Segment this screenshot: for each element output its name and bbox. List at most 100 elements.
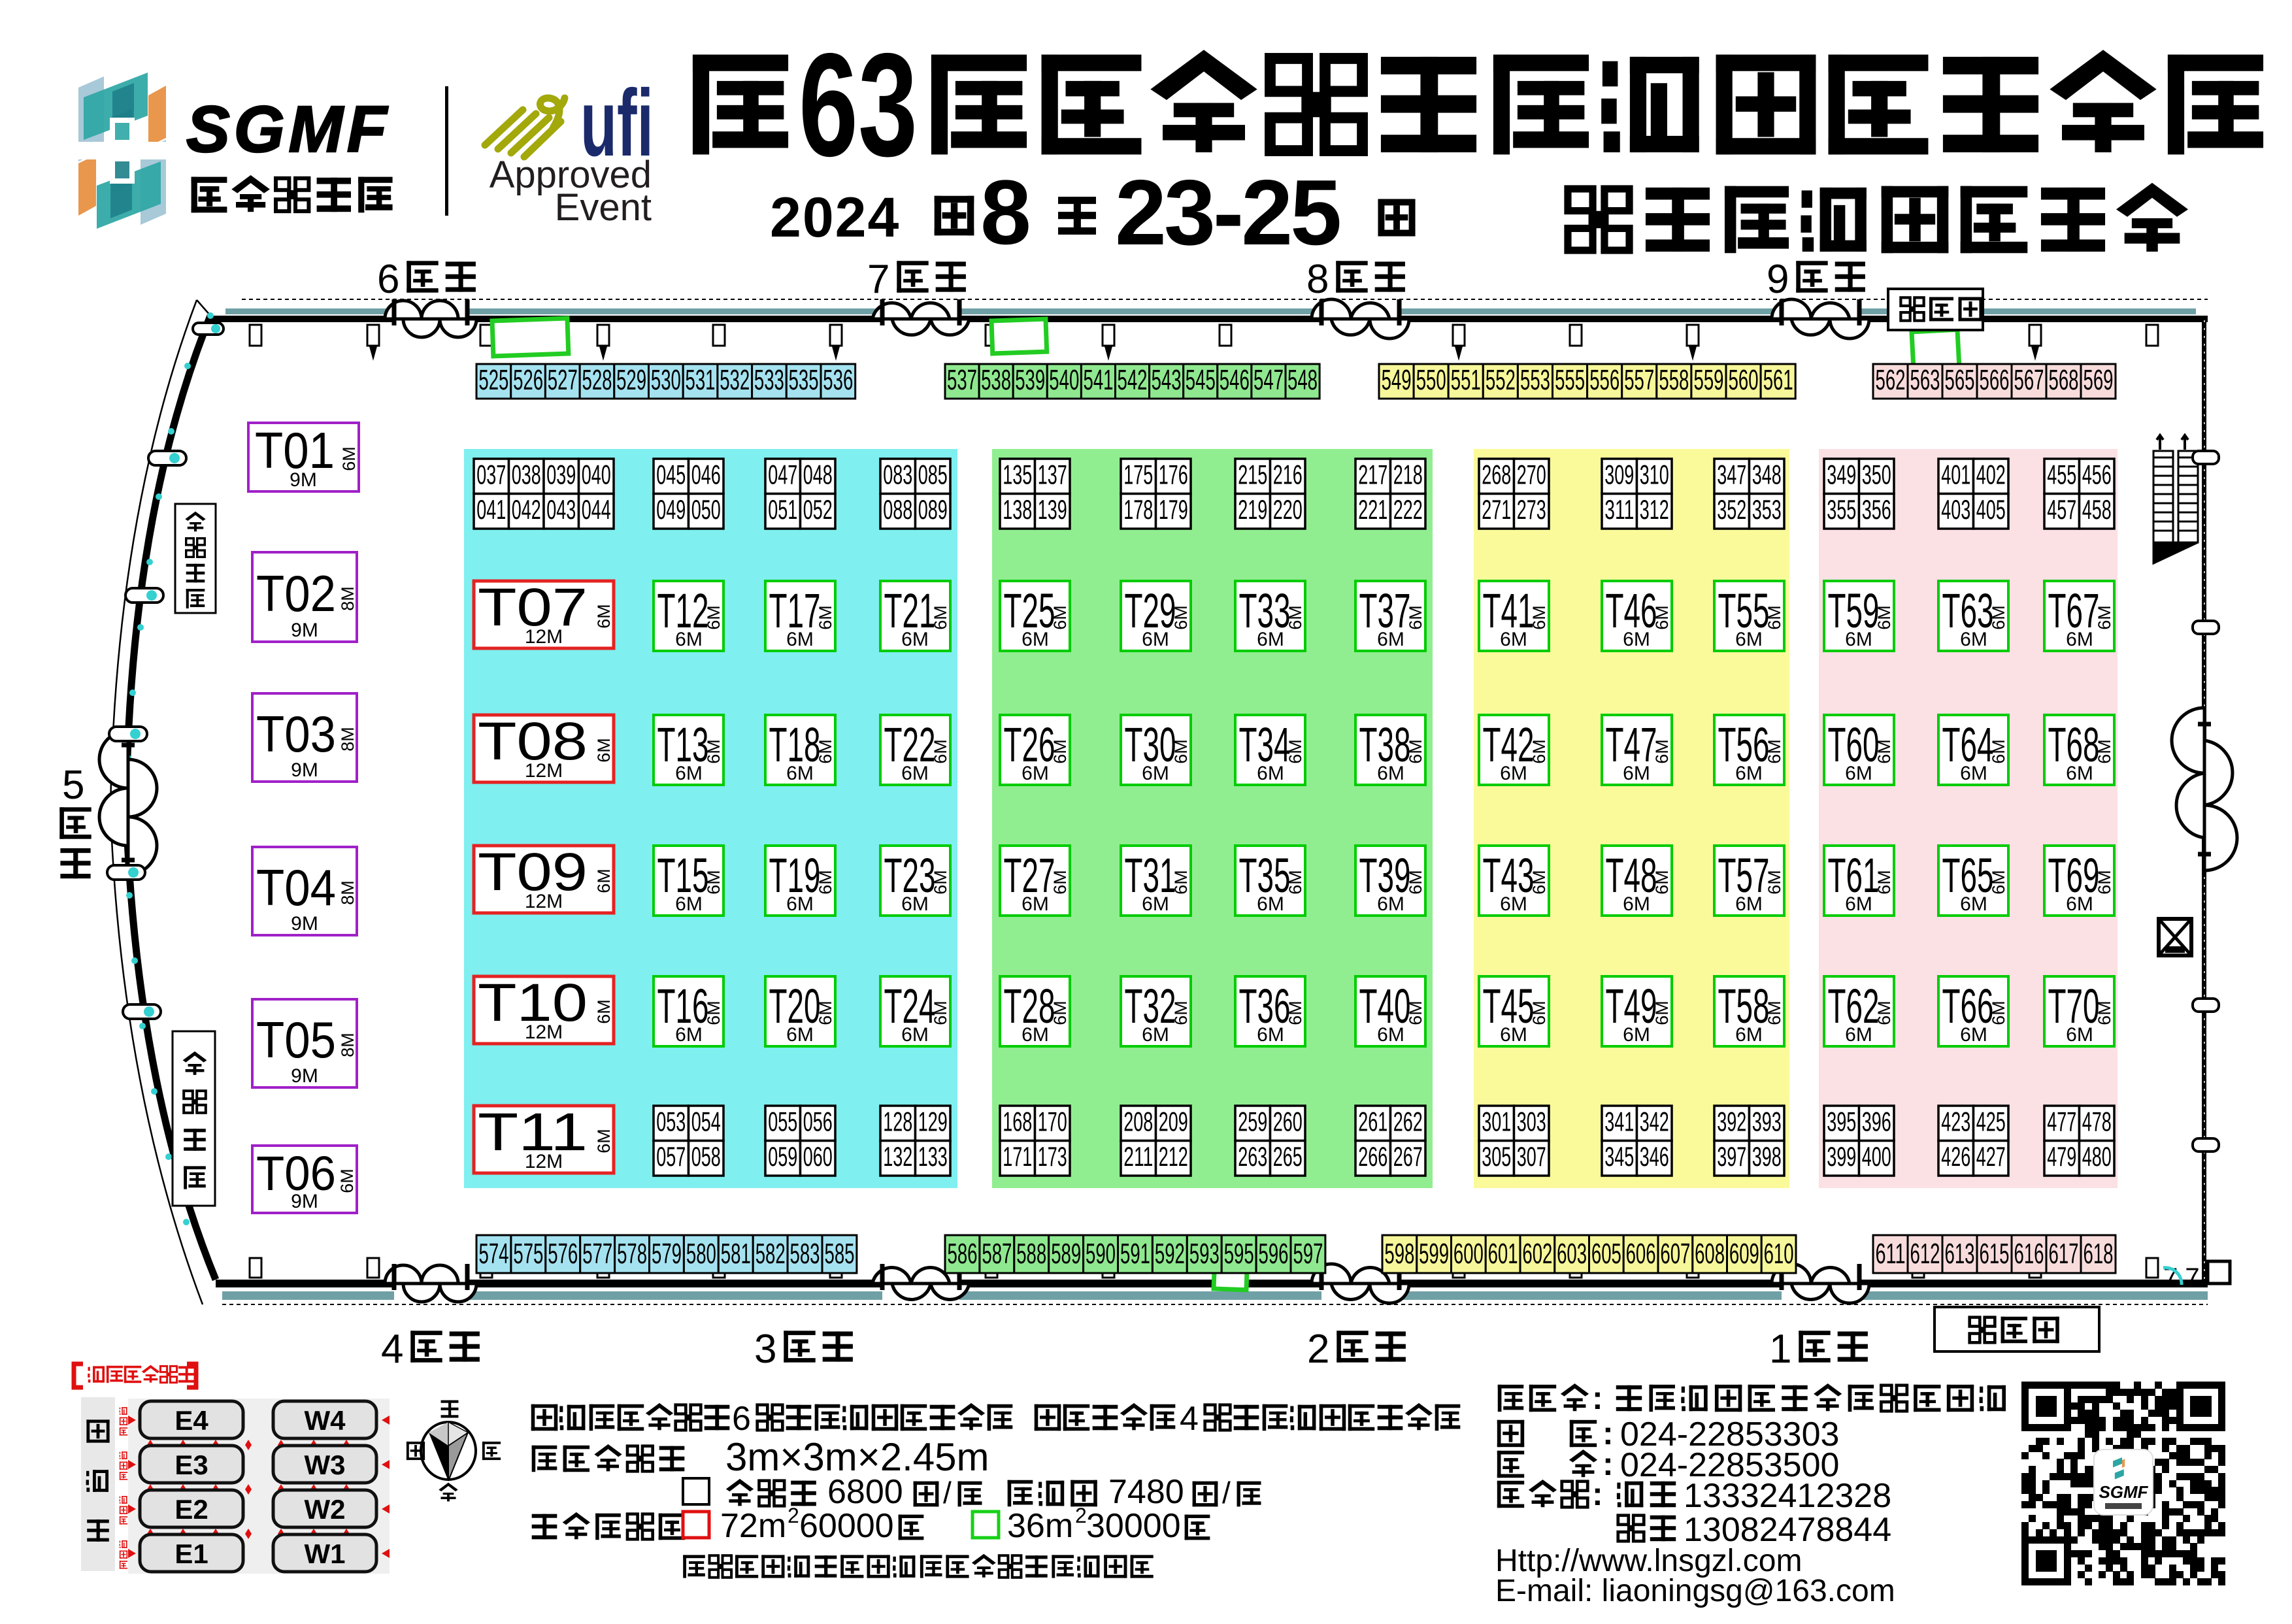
- svg-text:T31: T31: [1125, 848, 1176, 903]
- svg-text:8M: 8M: [338, 586, 357, 611]
- svg-text:262: 262: [1393, 1106, 1423, 1137]
- svg-text:551: 551: [1451, 364, 1481, 396]
- svg-text:6M: 6M: [1171, 605, 1191, 630]
- svg-text:217: 217: [1358, 459, 1387, 490]
- svg-text:2: 2: [1307, 1327, 1329, 1372]
- svg-text:609: 609: [1729, 1238, 1759, 1270]
- svg-text:602: 602: [1522, 1238, 1552, 1270]
- svg-text:8: 8: [980, 161, 1031, 263]
- svg-text:559: 559: [1694, 364, 1724, 396]
- svg-text:6M: 6M: [675, 893, 703, 915]
- svg-text:6M: 6M: [1257, 763, 1284, 784]
- svg-text:615: 615: [1980, 1238, 2010, 1270]
- svg-text:270: 270: [1517, 459, 1546, 490]
- svg-text:129: 129: [918, 1106, 948, 1137]
- svg-text:T62: T62: [1828, 979, 1880, 1033]
- svg-text:T09: T09: [478, 842, 588, 902]
- svg-text:218: 218: [1393, 459, 1423, 490]
- svg-text:63: 63: [799, 22, 918, 187]
- svg-text:T67: T67: [2048, 584, 2100, 638]
- svg-text:216: 216: [1273, 459, 1303, 490]
- svg-text:309: 309: [1604, 459, 1634, 490]
- svg-text:6M: 6M: [704, 605, 723, 630]
- svg-text:393: 393: [1752, 1106, 1782, 1137]
- svg-text:542: 542: [1118, 364, 1148, 396]
- svg-text:T12: T12: [657, 584, 709, 638]
- svg-text:6M: 6M: [675, 629, 703, 650]
- svg-text:9: 9: [1767, 257, 1789, 302]
- svg-text:6M: 6M: [1529, 605, 1549, 630]
- svg-text:6M: 6M: [1257, 629, 1284, 650]
- svg-text:6M: 6M: [704, 870, 723, 895]
- svg-text:8: 8: [1306, 257, 1329, 302]
- svg-text:600: 600: [1453, 1238, 1484, 1270]
- svg-text:525: 525: [478, 364, 508, 396]
- svg-text:341: 341: [1604, 1106, 1634, 1137]
- svg-text:583: 583: [790, 1238, 820, 1270]
- svg-text:611: 611: [1876, 1238, 1906, 1270]
- svg-text:173: 173: [1038, 1141, 1067, 1172]
- svg-text:T04: T04: [256, 859, 336, 916]
- svg-text:6M: 6M: [1406, 739, 1425, 764]
- svg-text:T57: T57: [1718, 848, 1770, 903]
- svg-text:263: 263: [1238, 1141, 1267, 1172]
- svg-text:E-mail: liaoningsg@163.com: E-mail: liaoningsg@163.com: [1495, 1574, 1895, 1608]
- svg-text:5: 5: [62, 763, 84, 808]
- svg-text:T70: T70: [2048, 979, 2100, 1033]
- svg-text:3: 3: [754, 1327, 776, 1372]
- svg-text:T68: T68: [2048, 718, 2100, 772]
- svg-text:532: 532: [720, 364, 750, 396]
- svg-text:23-25: 23-25: [1115, 161, 1340, 265]
- svg-text:T05: T05: [256, 1011, 336, 1069]
- svg-text:403: 403: [1941, 494, 1970, 525]
- svg-text:588: 588: [1016, 1238, 1046, 1270]
- svg-text:T46: T46: [1606, 584, 1657, 638]
- svg-text:/: /: [943, 1476, 952, 1510]
- svg-text:6M: 6M: [1142, 893, 1169, 915]
- svg-text:352: 352: [1717, 494, 1746, 525]
- svg-text:215: 215: [1238, 459, 1267, 490]
- svg-text:ufi: ufi: [580, 70, 654, 176]
- svg-text:6M: 6M: [786, 1024, 814, 1046]
- svg-text:T22: T22: [884, 718, 936, 772]
- svg-text:6M: 6M: [1652, 870, 1672, 895]
- svg-text:6M: 6M: [1765, 1001, 1784, 1025]
- svg-text:353: 353: [1752, 494, 1782, 525]
- svg-text:6M: 6M: [1623, 1024, 1650, 1046]
- svg-text:72m: 72m: [720, 1507, 786, 1545]
- svg-text:047: 047: [768, 459, 797, 490]
- svg-text:056: 056: [803, 1106, 833, 1137]
- svg-text:12M: 12M: [525, 626, 563, 648]
- svg-text:Event: Event: [555, 186, 652, 229]
- svg-text:208: 208: [1123, 1106, 1153, 1137]
- svg-text:555: 555: [1555, 364, 1585, 396]
- svg-text:6M: 6M: [1874, 605, 1894, 630]
- svg-text:6M: 6M: [594, 604, 614, 629]
- svg-text:271: 271: [1482, 494, 1511, 525]
- svg-text:6M: 6M: [594, 1129, 614, 1153]
- svg-text:6M: 6M: [1874, 739, 1894, 764]
- svg-text:6M: 6M: [1377, 629, 1404, 650]
- svg-text:273: 273: [1517, 494, 1546, 525]
- svg-text:591: 591: [1120, 1238, 1150, 1270]
- svg-text:541: 541: [1084, 364, 1114, 396]
- svg-text:402: 402: [1976, 459, 2006, 490]
- svg-text:8M: 8M: [338, 1033, 357, 1057]
- svg-text:6M: 6M: [1960, 629, 1987, 650]
- svg-text:479: 479: [2047, 1141, 2076, 1172]
- svg-text:568: 568: [2049, 364, 2079, 396]
- svg-text:T15: T15: [657, 848, 709, 903]
- svg-text:049: 049: [656, 494, 686, 525]
- svg-text:6M: 6M: [1406, 870, 1425, 895]
- svg-text:058: 058: [691, 1141, 721, 1172]
- svg-text:222: 222: [1393, 494, 1423, 525]
- svg-text:545: 545: [1186, 364, 1216, 396]
- svg-text:044: 044: [582, 494, 611, 525]
- svg-text:578: 578: [617, 1238, 647, 1270]
- svg-text:055: 055: [768, 1106, 797, 1137]
- svg-text::: :: [1603, 1446, 1614, 1482]
- svg-text:458: 458: [2082, 494, 2112, 525]
- svg-text:T55: T55: [1718, 584, 1770, 638]
- svg-text:6M: 6M: [1377, 763, 1404, 784]
- svg-text:T38: T38: [1359, 718, 1411, 772]
